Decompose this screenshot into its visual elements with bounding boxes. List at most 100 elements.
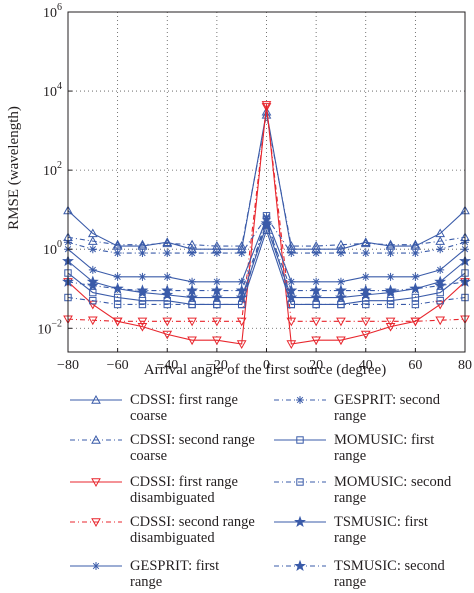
legend-label-line: MOMUSIC: first: [334, 432, 435, 448]
data-point: [212, 336, 222, 346]
data-point: [92, 562, 100, 570]
data-point: [360, 238, 371, 248]
data-point: [436, 245, 445, 254]
data-point: [337, 300, 345, 309]
data-point: [237, 277, 246, 286]
data-point: [410, 239, 421, 249]
data-point: [411, 293, 420, 302]
data-point: [87, 316, 98, 326]
data-point: [237, 300, 246, 309]
data-point: [163, 272, 172, 281]
legend-label: CDSSI: first range coarse: [130, 392, 300, 424]
x-tick-label: −20: [206, 358, 228, 373]
legend-label-line: CDSSI: second range: [130, 432, 255, 448]
legend-label: GESPRIT: first range: [130, 558, 300, 590]
data-point: [386, 300, 395, 309]
data-point: [88, 245, 97, 254]
data-point: [311, 336, 321, 346]
legend-label-line: GESPRIT: first: [130, 558, 220, 574]
data-point: [335, 291, 347, 303]
data-point: [212, 249, 221, 258]
legend-swatch: [274, 478, 326, 486]
data-point: [187, 336, 197, 346]
legend-label: TSMUSIC: second range: [334, 558, 474, 590]
data-point: [137, 317, 148, 327]
data-point: [111, 282, 124, 294]
data-point: [187, 317, 197, 327]
data-point: [261, 103, 272, 112]
data-point: [286, 340, 297, 350]
data-point: [385, 322, 396, 332]
data-point: [213, 300, 221, 309]
data-point: [186, 284, 198, 296]
legend-label-line: range: [130, 574, 163, 590]
data-point: [88, 265, 97, 274]
legend-swatch: [274, 436, 326, 444]
data-point: [434, 279, 447, 291]
legend-label-line: TSMUSIC: first: [334, 514, 428, 530]
legend-label: GESPRIT: second range: [334, 392, 474, 424]
legend-label-line: CDSSI: first range: [130, 392, 238, 408]
data-point: [359, 284, 372, 296]
data-point: [87, 300, 98, 310]
legend-label-line: disambiguated: [130, 530, 215, 546]
x-axis-label: Arrival angle of the first source (degre…: [144, 362, 386, 378]
legend-label: CDSSI: first range disambiguated: [130, 474, 300, 506]
data-point: [361, 272, 370, 281]
data-point: [360, 330, 371, 340]
data-point: [212, 317, 222, 327]
data-point: [113, 249, 122, 258]
x-tick-label: 20: [309, 358, 323, 373]
legend-label-line: coarse: [130, 448, 168, 464]
legend-label: CDSSI: second range coarse: [130, 432, 300, 464]
data-point: [386, 249, 395, 258]
data-point: [186, 291, 198, 303]
legend-label-line: GESPRIT: second: [334, 392, 441, 408]
data-point: [89, 288, 97, 297]
data-point: [188, 300, 196, 309]
data-point: [163, 300, 171, 309]
data-point: [187, 239, 197, 249]
series-layer: [62, 101, 471, 350]
legend-label-line: range: [334, 408, 367, 424]
x-tick-label: 80: [458, 358, 472, 373]
data-point: [436, 288, 444, 297]
legend-label-line: CDSSI: first range: [130, 474, 238, 490]
data-point: [188, 249, 197, 258]
data-point: [236, 340, 247, 350]
data-point: [162, 237, 173, 246]
data-point: [310, 291, 323, 303]
data-point: [163, 249, 172, 258]
data-point: [287, 300, 296, 309]
data-point: [86, 279, 99, 291]
legend-swatch: [70, 434, 122, 444]
series-line: [67, 221, 466, 292]
data-point: [296, 478, 304, 486]
data-point: [410, 317, 421, 327]
data-point: [294, 559, 306, 572]
data-point: [91, 518, 101, 528]
legend-swatch: [70, 562, 122, 570]
data-point: [261, 109, 272, 119]
legend-label: CDSSI: second range disambiguated: [130, 514, 300, 546]
series-2: [63, 109, 470, 250]
data-point: [435, 300, 446, 310]
data-point: [336, 336, 346, 346]
data-point: [411, 272, 420, 281]
data-point: [296, 396, 304, 404]
data-point: [235, 284, 248, 296]
data-point: [89, 296, 97, 305]
data-point: [385, 317, 396, 327]
data-point: [312, 300, 320, 309]
data-point: [137, 322, 148, 332]
data-point: [161, 288, 174, 300]
data-point: [336, 277, 345, 286]
y-tick-label: 104: [43, 81, 62, 100]
x-tick-label: −40: [156, 358, 178, 373]
data-point: [386, 272, 395, 281]
series-8: [64, 212, 469, 309]
data-point: [136, 284, 149, 296]
y-axis-label: RMSE (wavelength): [6, 106, 22, 230]
x-tick-label: 0: [263, 358, 270, 373]
data-point: [237, 249, 246, 258]
